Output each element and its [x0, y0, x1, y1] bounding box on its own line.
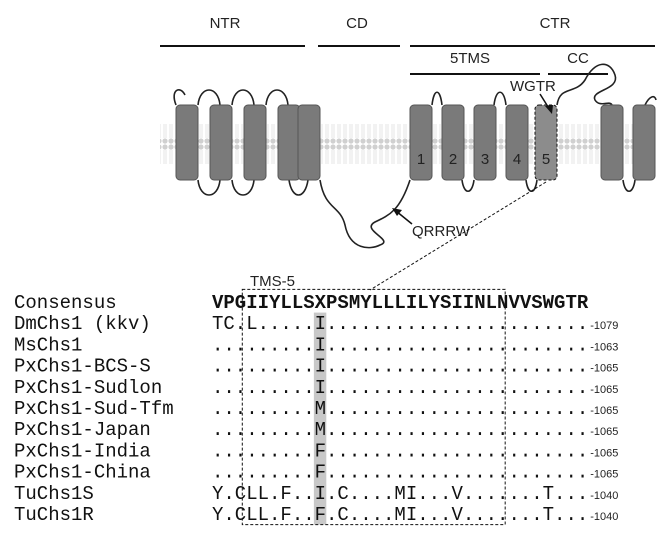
helix-number: 4 [513, 151, 521, 168]
row-sequence: .........F....................... [212, 440, 588, 462]
row-name: DmChs1 (kkv) [14, 313, 151, 335]
row-end: -1040 [590, 490, 618, 502]
row-sequence: .........I....................... [212, 356, 588, 378]
highlight-column [313, 312, 327, 525]
row-sequence: .........M....................... [212, 398, 588, 420]
subdomain-label: 5TMS [450, 50, 490, 67]
row-name: MsChs1 [14, 334, 82, 356]
row-name: PxChs1-BCS-S [14, 356, 151, 378]
helix-number: 5 [542, 151, 550, 168]
row-name: TuChs1S [14, 483, 94, 505]
domain-label: CD [346, 15, 368, 32]
helices [175, 104, 656, 181]
row-sequence: .........I....................... [212, 377, 588, 399]
row-name: PxChs1-India [14, 440, 151, 462]
helix-numbers: 1 2 3 4 5 [417, 151, 550, 168]
helix-number: 3 [481, 151, 489, 168]
row-end: -1063 [590, 341, 618, 353]
helix-number: 2 [449, 151, 457, 168]
row-end: -1079 [590, 320, 618, 332]
row-end: -1040 [590, 511, 618, 523]
row-sequence: Y.CLL.F..F.C....MI...V.......T... [212, 504, 588, 526]
row-sequence: .........M....................... [212, 419, 588, 441]
motif-label: QRRRW [412, 223, 471, 240]
row-name: PxChs1-Sudlon [14, 377, 162, 399]
row-end: -1065 [590, 447, 618, 459]
row-name: TuChs1R [14, 504, 94, 526]
row-name: PxChs1-Sud-Tfm [14, 398, 174, 420]
subdomain-label: CC [567, 50, 589, 67]
row-end: -1065 [590, 469, 618, 481]
row-sequence: Y.CLL.F..I.C....MI...V.......T... [212, 483, 588, 505]
loops [173, 63, 657, 249]
row-name: Consensus [14, 292, 117, 314]
row-name: PxChs1-China [14, 462, 151, 484]
arrowhead [392, 208, 402, 216]
tms-box [241, 288, 506, 526]
domain-label: CTR [540, 15, 571, 32]
domain-label: NTR [210, 15, 241, 32]
helix-number: 1 [417, 151, 425, 168]
row-sequence: .........I....................... [212, 334, 588, 356]
row-end: -1065 [590, 363, 618, 375]
row-name: PxChs1-Japan [14, 419, 151, 441]
zoom-line [369, 181, 547, 291]
row-sequence: .........F....................... [212, 462, 588, 484]
membrane [160, 118, 655, 166]
arrowhead [545, 105, 553, 114]
row-end: -1065 [590, 384, 618, 396]
alignment: Consensus VPGIIYLLSXPSMYLLLILYSIINLNVVSWG… [14, 288, 618, 526]
row-sequence: VPGIIYLLSXPSMYLLLILYSIINLNVVSWGTR [212, 292, 589, 314]
tms-label: TMS-5 [250, 273, 295, 290]
row-end: -1065 [590, 405, 618, 417]
row-end: -1065 [590, 426, 618, 438]
row-sequence: TC.L.....I....................... [212, 313, 588, 335]
motif-label: WGTR [510, 78, 556, 95]
